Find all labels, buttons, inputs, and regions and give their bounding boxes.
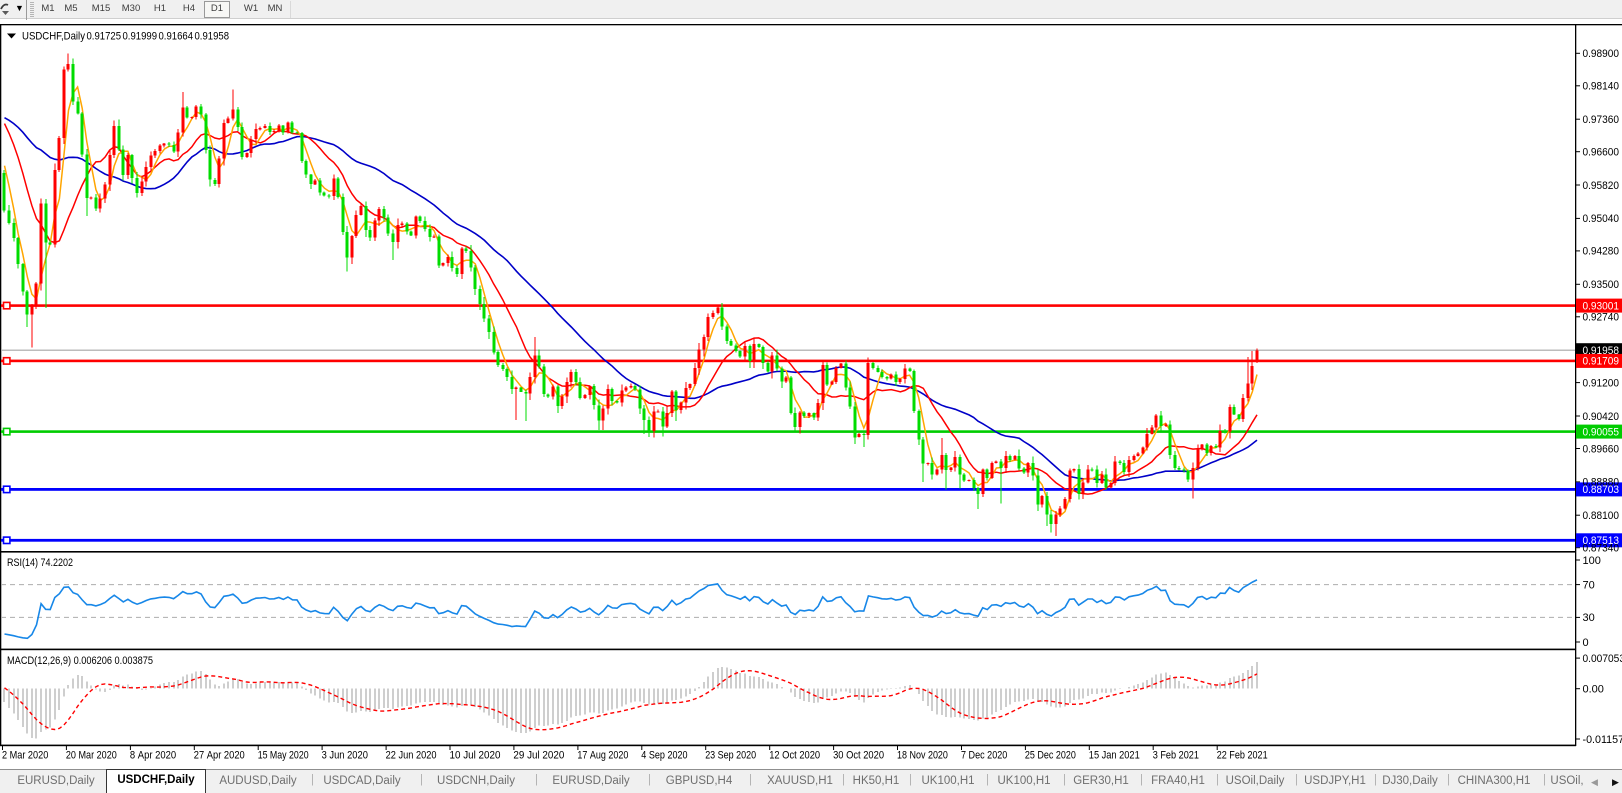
svg-text:22 Jun 2020: 22 Jun 2020	[386, 750, 437, 762]
svg-text:0.94280: 0.94280	[1583, 246, 1620, 258]
svg-text:0.93001: 0.93001	[1583, 300, 1620, 312]
svg-text:10 Jul 2020: 10 Jul 2020	[450, 750, 501, 762]
svg-text:25 Dec 2020: 25 Dec 2020	[1025, 750, 1076, 762]
svg-text:0.90055: 0.90055	[1583, 426, 1620, 438]
svg-text:0.93500: 0.93500	[1583, 279, 1620, 291]
svg-text:3 Jun 2020: 3 Jun 2020	[322, 750, 368, 762]
svg-text:2 Mar 2020: 2 Mar 2020	[2, 750, 48, 762]
svg-text:0.97360: 0.97360	[1583, 114, 1620, 126]
svg-text:30: 30	[1583, 612, 1595, 624]
svg-text:15 Jan 2021: 15 Jan 2021	[1089, 750, 1140, 762]
svg-text:0.87513: 0.87513	[1583, 535, 1620, 547]
svg-text:17 Aug 2020: 17 Aug 2020	[577, 750, 628, 762]
svg-text:12 Oct 2020: 12 Oct 2020	[769, 750, 820, 762]
svg-text:-0.011573: -0.011573	[1583, 734, 1622, 746]
svg-text:0.00: 0.00	[1583, 684, 1604, 696]
svg-text:0.91999: 0.91999	[123, 31, 158, 43]
svg-text:0.90420: 0.90420	[1583, 411, 1620, 423]
svg-text:0.91709: 0.91709	[1583, 356, 1620, 368]
svg-text:0.91664: 0.91664	[159, 31, 194, 43]
svg-text:30 Oct 2020: 30 Oct 2020	[833, 750, 884, 762]
svg-text:20 Mar 2020: 20 Mar 2020	[66, 750, 117, 762]
svg-text:0.88880: 0.88880	[1583, 477, 1620, 489]
svg-text:MACD(12,26,9) 0.006206 0.00387: MACD(12,26,9) 0.006206 0.003875	[7, 655, 153, 667]
svg-text:0.95040: 0.95040	[1583, 213, 1620, 225]
svg-text:70: 70	[1583, 579, 1595, 591]
svg-text:23 Sep 2020: 23 Sep 2020	[705, 750, 756, 762]
svg-text:4 Sep 2020: 4 Sep 2020	[641, 750, 687, 762]
svg-text:0.92740: 0.92740	[1583, 312, 1620, 324]
svg-text:RSI(14) 74.2202: RSI(14) 74.2202	[7, 557, 73, 569]
svg-text:22 Feb 2021: 22 Feb 2021	[1217, 750, 1268, 762]
svg-text:0.98900: 0.98900	[1583, 48, 1620, 60]
svg-text:0.87340: 0.87340	[1583, 543, 1620, 555]
svg-text:0.91958: 0.91958	[1583, 345, 1620, 357]
svg-text:0.88100: 0.88100	[1583, 510, 1620, 522]
svg-text:27 Apr 2020: 27 Apr 2020	[194, 750, 245, 762]
svg-text:0.98140: 0.98140	[1583, 81, 1620, 93]
svg-text:0.96600: 0.96600	[1583, 147, 1620, 159]
svg-text:0: 0	[1583, 637, 1589, 649]
svg-text:0.91725: 0.91725	[87, 31, 122, 43]
svg-text:0.91200: 0.91200	[1583, 377, 1620, 389]
svg-text:15 May 2020: 15 May 2020	[258, 750, 309, 762]
svg-text:7 Dec 2020: 7 Dec 2020	[961, 750, 1007, 762]
svg-text:0.95820: 0.95820	[1583, 180, 1620, 192]
svg-text:100: 100	[1583, 555, 1601, 567]
svg-text:3 Feb 2021: 3 Feb 2021	[1153, 750, 1199, 762]
svg-text:0.89660: 0.89660	[1583, 443, 1620, 455]
svg-text:USDCHF,Daily: USDCHF,Daily	[22, 31, 85, 43]
svg-text:29 Jul 2020: 29 Jul 2020	[513, 750, 564, 762]
svg-text:8 Apr 2020: 8 Apr 2020	[130, 750, 176, 762]
svg-text:0.91958: 0.91958	[195, 31, 230, 43]
svg-text:18 Nov 2020: 18 Nov 2020	[897, 750, 948, 762]
svg-text:0.88703: 0.88703	[1583, 484, 1620, 496]
svg-text:0.007053: 0.007053	[1583, 653, 1622, 665]
